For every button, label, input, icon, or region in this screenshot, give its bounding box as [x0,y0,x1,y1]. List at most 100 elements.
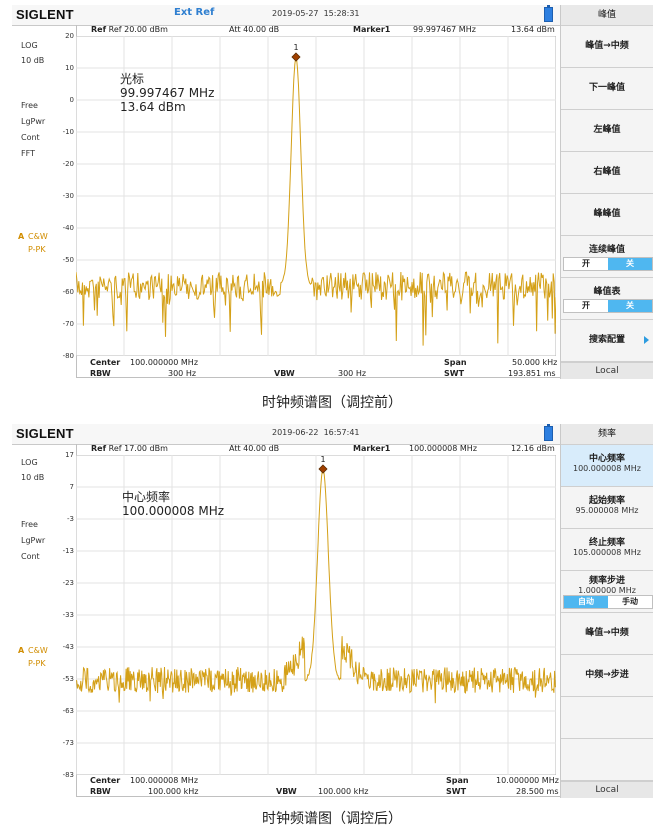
avg-type: LgPwr [21,117,46,126]
stop-freq-button[interactable]: 终止频率 105.000008 MHz [561,529,653,571]
submenu-arrow-icon [644,336,649,344]
date-time: 2019-06-22 16:57:41 [272,428,360,437]
continuous-peak-toggle[interactable]: 开 关 [563,257,653,271]
battery-icon [544,5,553,22]
sweep-mode: Cont [21,133,40,142]
vbw-label: VBW [274,369,295,378]
spectrum-trace [76,467,556,704]
empty-softkey-1[interactable] [561,697,653,739]
menu-title: 峰值 [561,5,653,26]
vbw-value: 100.000 kHz [318,787,369,796]
center-freq-label: 中心频率 [588,454,625,464]
y-tick-label: -33 [62,611,74,619]
ref-level: Ref Ref 17.00 dBm [91,444,168,453]
annotation-title: 中心频率 [122,490,171,504]
toggle-off[interactable]: 关 [608,300,652,312]
trace-label: A [18,232,25,241]
marker-freq: 99.997467 MHz [413,25,476,34]
rbw-label: RBW [90,787,111,796]
stop-freq-value: 105.000008 MHz [572,548,641,557]
search-config-label: 搜索配置 [588,335,625,345]
caption-1: 时钟频谱图（调控前） [262,395,402,411]
vbw-label: VBW [276,787,297,796]
y-tick-label: -80 [62,352,74,360]
freq-step-toggle[interactable]: 自动 手动 [563,595,653,609]
detector: P-PK [28,659,46,668]
search-config-button[interactable]: 搜索配置 [561,320,653,362]
date-time: 2019-05-27 15:28:31 [272,9,360,18]
toggle-on[interactable]: 开 [582,259,590,268]
battery-icon [544,424,553,441]
trigger-mode: Free [21,520,38,529]
stop-freq-label: 终止频率 [588,538,625,548]
peak-to-center-button[interactable]: 峰值→中频 [561,613,653,655]
spectrum-plot-1: 1 [76,36,556,356]
y-tick-label: -10 [62,128,74,136]
y-tick-label: -3 [67,515,74,523]
y-tick-label: -40 [62,224,74,232]
trace-label: A [18,646,25,655]
marker-diamond[interactable] [291,52,301,62]
span-value: 50.000 kHz [512,358,558,367]
y-tick-label: -50 [62,256,74,264]
scale-type: LOG [21,458,38,467]
right-peak-button[interactable]: 右峰值 [561,152,653,194]
trigger-mode: Free [21,101,38,110]
status-bar: SIGLENT Ext Ref 2019-05-27 15:28:31 [12,5,560,26]
scale-type: LOG [21,41,38,50]
marker-number: 1 [293,43,298,52]
spectrum-plot-2: 1 [76,455,556,775]
brand-logo: SIGLENT [16,7,74,22]
freq-step-value: 1.000000 MHz [578,586,636,595]
marker-label: Marker1 [353,444,391,453]
start-freq-button[interactable]: 起始频率 95.000008 MHz [561,487,653,529]
empty-softkey-2[interactable] [561,739,653,781]
next-peak-button[interactable]: 下一峰值 [561,68,653,110]
ref-level: Ref Ref 20.00 dBm [91,25,168,34]
local-button[interactable]: Local [561,362,653,379]
peak-to-center-button[interactable]: 峰值→中频 [561,26,653,68]
marker-freq: 100.000008 MHz [409,444,478,453]
annotation-freq: 99.997467 MHz [120,86,215,100]
trace-type: C&W [28,232,48,241]
status-bar: SIGLENT 2019-06-22 16:57:41 [12,424,560,445]
y-tick-label: -63 [62,707,74,715]
trace-type: C&W [28,646,48,655]
annotation-freq: 100.000008 MHz [122,504,225,518]
avg-type: LgPwr [21,536,46,545]
toggle-on[interactable]: 开 [582,301,590,310]
left-peak-button[interactable]: 左峰值 [561,110,653,152]
sweep-type: FFT [21,149,35,158]
local-button[interactable]: Local [561,781,653,798]
start-freq-value: 95.000008 MHz [575,506,639,515]
attenuation: Att 40.00 dB [229,444,280,453]
freq-step-label: 频率步进 [588,576,625,586]
toggle-manual[interactable]: 手动 [622,597,638,606]
start-freq-label: 起始频率 [588,496,625,506]
y-tick-label: 17 [65,451,74,459]
center-to-step-button[interactable]: 中频→步进 [561,655,653,697]
toggle-auto[interactable]: 自动 [564,596,608,608]
marker-number: 1 [320,455,325,464]
marker-annotation-2: 中心频率 100.000008 MHz [122,490,224,518]
y-tick-label: 0 [69,96,74,104]
peak-table-button[interactable]: 峰值表 开 关 [561,278,653,320]
detector: P-PK [28,245,46,254]
continuous-peak-button[interactable]: 连续峰值 开 关 [561,236,653,278]
freq-step-button[interactable]: 频率步进 1.000000 MHz 自动 手动 [561,571,653,613]
marker-label: Marker1 [353,25,391,34]
continuous-peak-label: 连续峰值 [588,245,625,255]
center-label: Center [90,358,121,367]
rbw-value: 100.000 kHz [148,787,199,796]
toggle-off[interactable]: 关 [608,258,652,270]
swt-label: SWT [444,369,465,378]
marker-diamond[interactable] [318,464,328,474]
peak-table-toggle[interactable]: 开 关 [563,299,653,313]
marker-annotation-1: 光标 99.997467 MHz 13.64 dBm [120,72,214,114]
center-value: 100.000008 MHz [130,776,199,785]
peak-table-label: 峰值表 [593,287,621,297]
peak-peak-button[interactable]: 峰峰值 [561,194,653,236]
y-tick-label: -43 [62,643,74,651]
center-freq-button[interactable]: 中心频率 100.000008 MHz [561,445,653,487]
annotation-title: 光标 [120,72,145,86]
